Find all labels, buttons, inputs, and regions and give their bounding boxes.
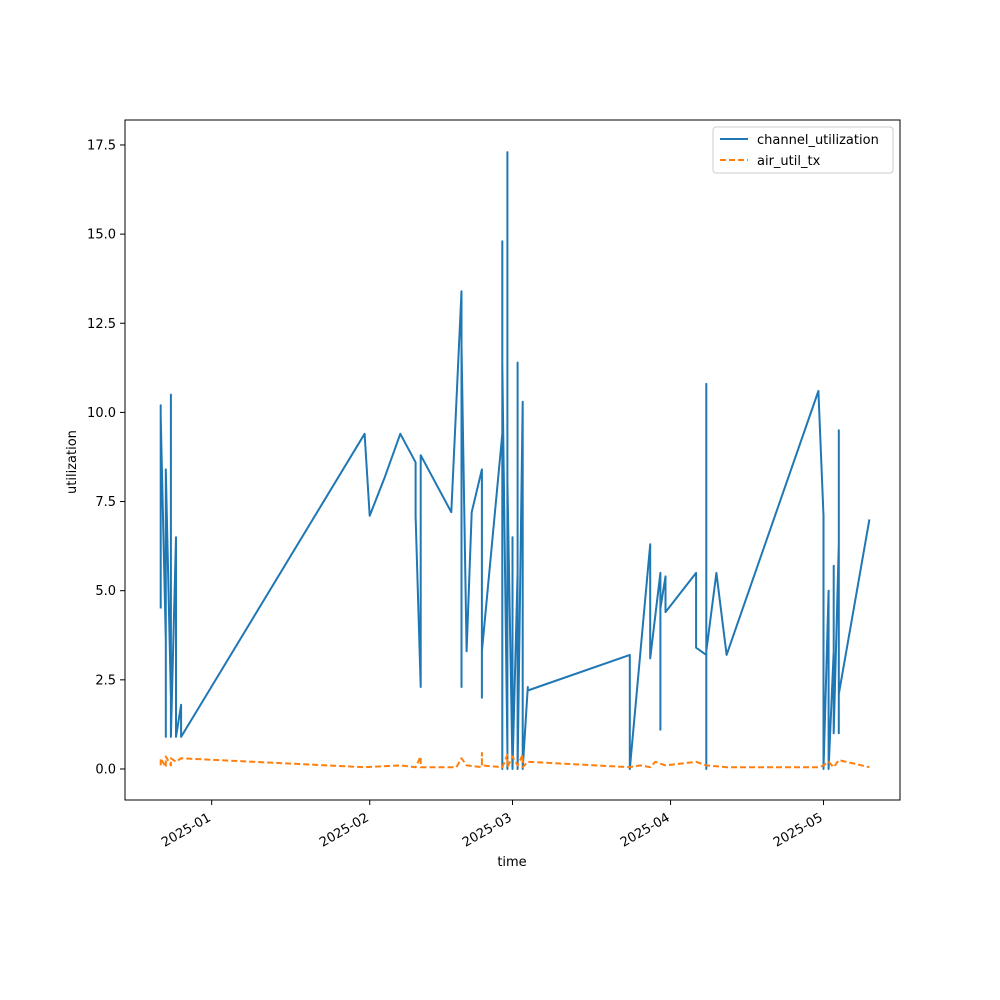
x-tick-label: 2025-02	[317, 810, 372, 850]
legend-label-air-util-tx: air_util_tx	[757, 154, 821, 169]
x-axis-title: time	[497, 855, 526, 870]
y-tick-label: 2.5	[95, 673, 116, 688]
y-tick-label: 12.5	[87, 317, 116, 332]
legend-box	[712, 126, 894, 174]
series-layer	[159, 151, 871, 770]
legend: channel_utilization air_util_tx	[712, 126, 894, 174]
x-axis: 2025-01 2025-02 2025-03 2025-04 2025-05	[159, 800, 826, 851]
x-tick-label: 2025-05	[771, 810, 826, 850]
x-tick-label: 2025-03	[460, 810, 515, 850]
y-tick-label: 10.0	[87, 406, 116, 421]
series-line-channel-utilization	[159, 151, 871, 770]
y-tick-label: 15.0	[87, 228, 116, 243]
x-tick-label: 2025-04	[618, 810, 673, 850]
x-tick-label: 2025-01	[159, 810, 214, 850]
y-tick-label: 17.5	[87, 138, 116, 153]
y-tick-label: 0.0	[95, 762, 116, 777]
y-axis-title: utilization	[65, 430, 80, 494]
legend-label-channel-utilization: channel_utilization	[757, 133, 879, 148]
y-tick-label: 5.0	[95, 584, 116, 599]
series-line-air-util-tx	[159, 751, 870, 769]
y-tick-label: 7.5	[95, 495, 116, 510]
y-axis: 0.0 2.5 5.0 7.5 10.0 12.5 15.0 17.5	[87, 138, 125, 777]
